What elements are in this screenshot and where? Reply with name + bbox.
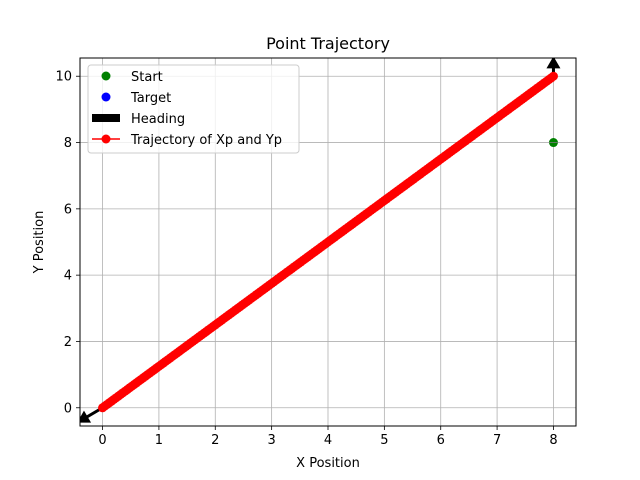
x-tick-label: 7 <box>493 433 501 448</box>
legend-label: Target <box>130 91 171 106</box>
legend-marker <box>101 71 111 81</box>
y-tick-label: 8 <box>64 136 72 151</box>
legend-marker <box>92 114 120 122</box>
heading-arrow-head <box>80 410 92 423</box>
x-tick-label: 6 <box>437 433 445 448</box>
legend-marker <box>101 92 111 102</box>
legend: Start Target Heading Trajectory of Xp and Y… <box>87 64 300 154</box>
x-tick-label: 1 <box>155 433 163 448</box>
trajectory-point <box>548 71 558 81</box>
y-axis-label: Y Position <box>32 211 47 275</box>
legend-label: Heading <box>131 112 185 127</box>
x-tick-label: 4 <box>324 433 332 448</box>
y-tick-label: 10 <box>55 70 72 85</box>
y-tick-label: 2 <box>64 335 72 350</box>
x-tick-label: 0 <box>98 433 106 448</box>
y-tick-label: 4 <box>64 269 72 284</box>
chart-title: Point Trajectory <box>266 34 390 53</box>
x-tick-label: 2 <box>211 433 219 448</box>
heading-arrow-head <box>546 58 561 69</box>
legend-marker <box>101 134 111 144</box>
x-tick-label: 3 <box>267 433 275 448</box>
legend-box <box>87 64 300 154</box>
x-tick-label: 5 <box>380 433 388 448</box>
x-tick-label: 8 <box>549 433 557 448</box>
axis-ticks: 0 1 2 3 4 5 6 7 8 0 2 4 6 8 10 <box>55 70 557 448</box>
legend-label: Start <box>131 70 163 85</box>
x-axis-label: X Position <box>296 456 360 471</box>
legend-label: Trajectory of Xp and Yp <box>130 133 282 148</box>
plot-area <box>80 58 561 423</box>
y-tick-label: 0 <box>64 401 72 416</box>
y-tick-label: 6 <box>64 202 72 217</box>
